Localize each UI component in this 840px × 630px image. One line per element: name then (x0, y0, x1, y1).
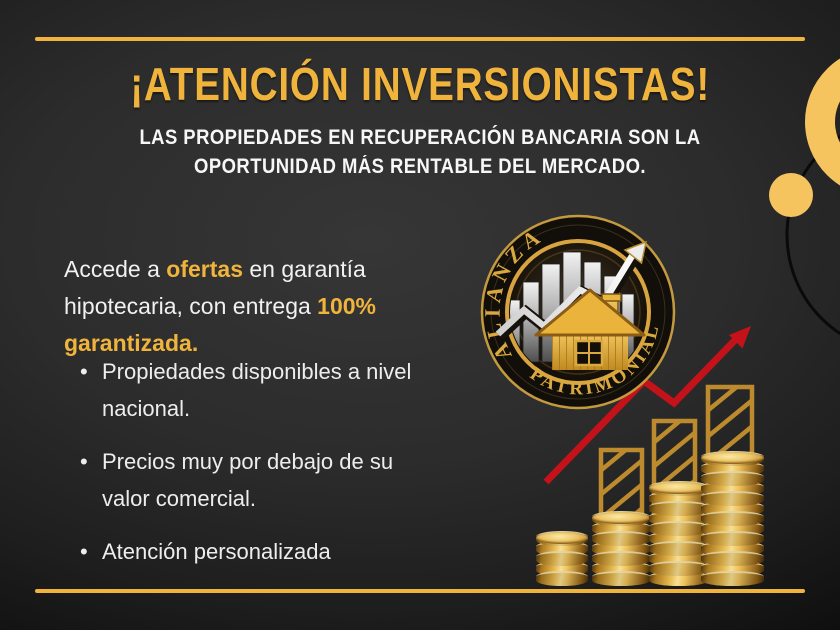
top-divider (35, 37, 805, 41)
coin-stack (701, 451, 764, 586)
coin (701, 531, 764, 546)
coin (649, 521, 709, 536)
subtitle-line: OPORTUNIDAD MÁS RENTABLE DEL MERCADO. (194, 155, 646, 178)
page-title: ¡ATENCIÓN INVERSIONISTAS! (130, 58, 710, 110)
coin (701, 491, 764, 506)
alianza-patrimonial-logo: ALIANZA PATRIMONIAL (480, 214, 676, 410)
list-item: Propiedades disponibles a nivel nacional… (78, 353, 423, 427)
coin (701, 551, 764, 566)
coin (649, 501, 709, 516)
coin (536, 571, 588, 586)
subtitle-line: LAS PROPIEDADES EN RECUPERACIÓN BANCARIA… (139, 126, 701, 149)
coin (701, 571, 764, 586)
coin (649, 541, 709, 556)
intro-paragraph: Accede a ofertas en garantía hipotecaria… (64, 251, 424, 362)
coin (592, 571, 650, 586)
coin (649, 561, 709, 576)
benefits-list: Propiedades disponibles a nivel nacional… (78, 353, 423, 586)
coin (701, 511, 764, 526)
coin (701, 471, 764, 486)
page-subtitle: LAS PROPIEDADES EN RECUPERACIÓN BANCARIA… (0, 123, 840, 181)
intro-highlight: ofertas (166, 256, 243, 282)
coin-stack (592, 511, 650, 586)
list-item: Precios muy por debajo de su valor comer… (78, 443, 423, 517)
coin-top-face (592, 512, 650, 524)
coin-stack (649, 481, 709, 586)
coin (592, 531, 650, 546)
intro-text: Accede a (64, 256, 167, 282)
house-icon (534, 288, 646, 370)
coin (592, 551, 650, 566)
gold-dot-decor (769, 173, 813, 217)
intro-highlight: 100% garantizada. (64, 293, 376, 356)
circle-outline-decor (785, 134, 840, 336)
bottom-divider (35, 589, 805, 593)
coin-top-face (701, 452, 764, 464)
coin-stack (536, 531, 588, 586)
coin-top-face (536, 532, 588, 544)
trend-arrow-icon (543, 326, 751, 485)
intro-text: en garantía hipotecaria, con entrega (64, 256, 366, 319)
coin (536, 551, 588, 566)
list-item: Atención personalizada (78, 533, 423, 570)
coin-top-face (649, 482, 709, 494)
